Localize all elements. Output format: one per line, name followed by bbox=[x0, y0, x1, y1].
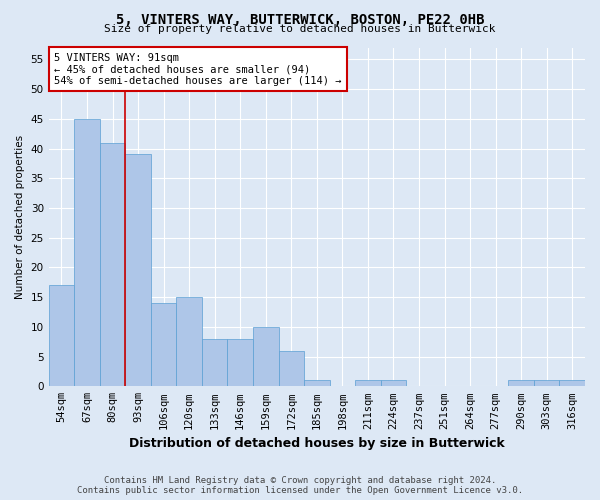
Bar bbox=[380, 380, 406, 386]
Bar bbox=[559, 380, 585, 386]
Text: 5, VINTERS WAY, BUTTERWICK, BOSTON, PE22 0HB: 5, VINTERS WAY, BUTTERWICK, BOSTON, PE22… bbox=[116, 12, 484, 26]
Bar bbox=[176, 297, 202, 386]
Bar bbox=[151, 303, 176, 386]
Bar bbox=[278, 350, 304, 386]
Bar bbox=[100, 142, 125, 386]
Text: Contains HM Land Registry data © Crown copyright and database right 2024.
Contai: Contains HM Land Registry data © Crown c… bbox=[77, 476, 523, 495]
Bar bbox=[125, 154, 151, 386]
Text: Size of property relative to detached houses in Butterwick: Size of property relative to detached ho… bbox=[104, 24, 496, 34]
Y-axis label: Number of detached properties: Number of detached properties bbox=[15, 135, 25, 299]
Bar bbox=[253, 327, 278, 386]
X-axis label: Distribution of detached houses by size in Butterwick: Distribution of detached houses by size … bbox=[129, 437, 505, 450]
Bar bbox=[304, 380, 329, 386]
Bar bbox=[355, 380, 380, 386]
Bar bbox=[49, 286, 74, 386]
Bar bbox=[227, 339, 253, 386]
Bar bbox=[508, 380, 534, 386]
Bar bbox=[202, 339, 227, 386]
Text: 5 VINTERS WAY: 91sqm
← 45% of detached houses are smaller (94)
54% of semi-detac: 5 VINTERS WAY: 91sqm ← 45% of detached h… bbox=[54, 52, 341, 86]
Bar bbox=[74, 119, 100, 386]
Bar bbox=[534, 380, 559, 386]
